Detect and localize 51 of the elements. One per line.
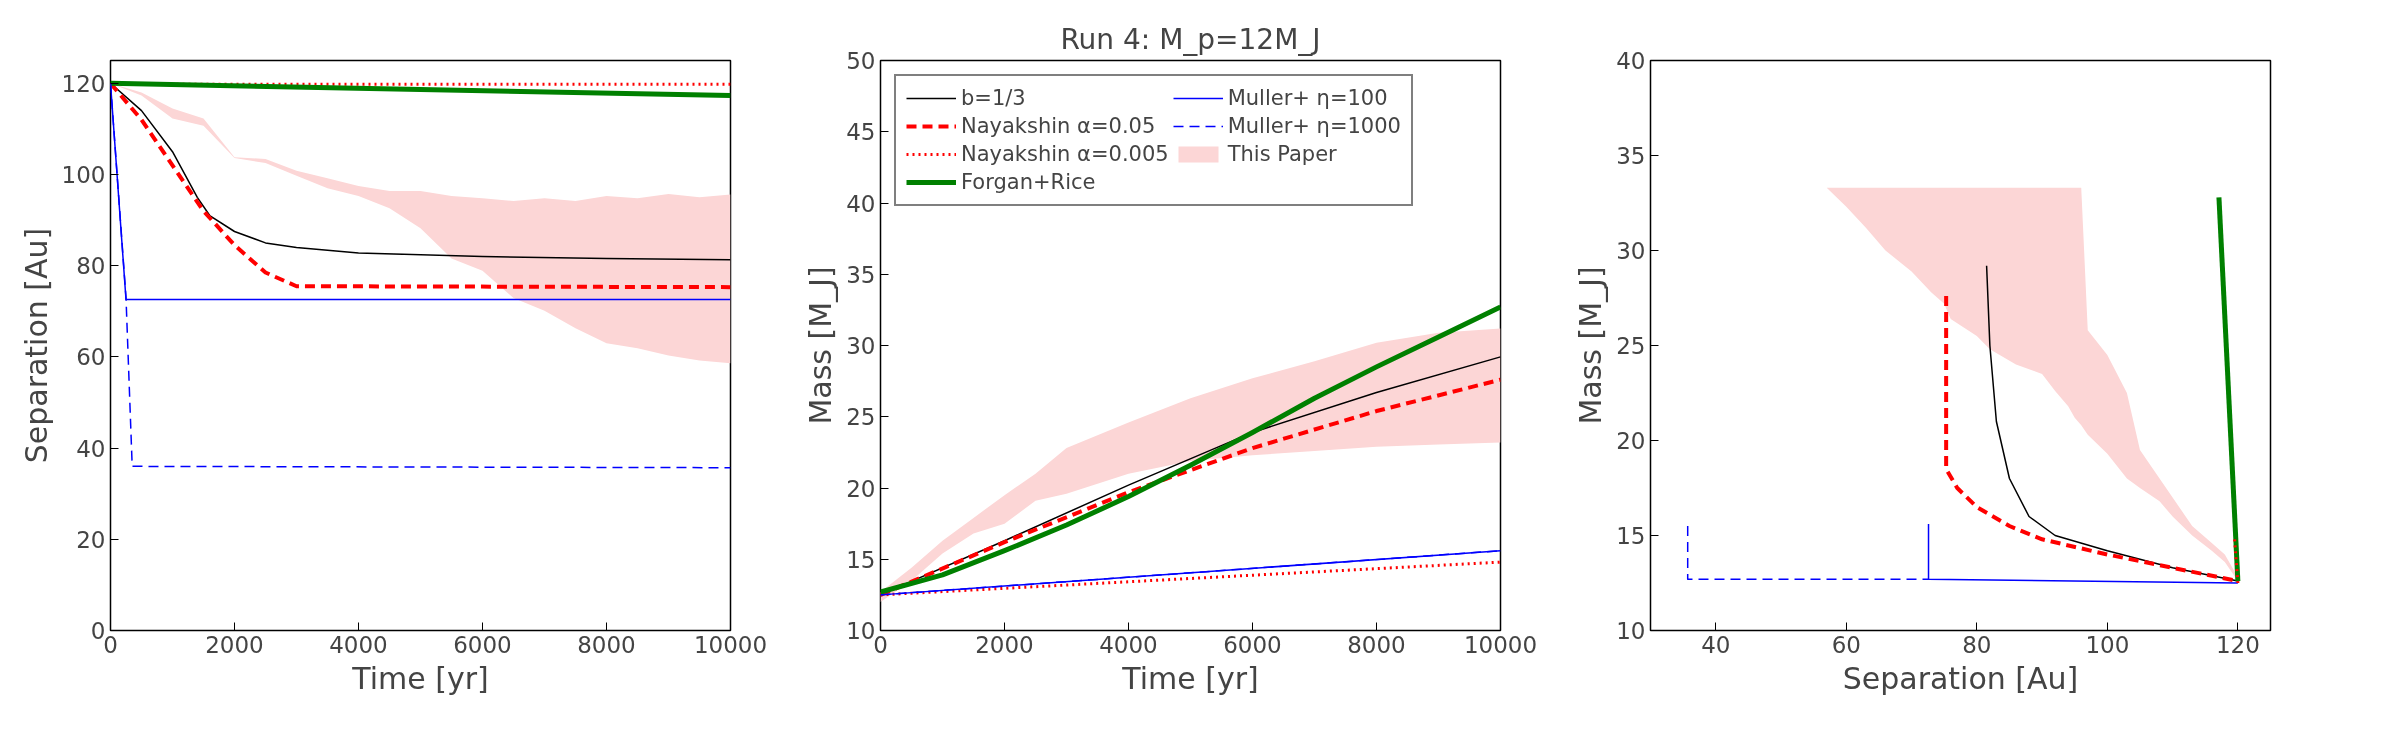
x-tick-label: 10000	[1463, 631, 1538, 658]
y-tick-label: 40	[1616, 48, 1646, 74]
x-axis-title: Time [yr]	[1121, 660, 1259, 696]
y-tick-label: 15	[1616, 523, 1646, 549]
x-tick-label: 60	[1831, 631, 1861, 658]
x-tick-label: 2000	[975, 631, 1034, 658]
x-tick-label: 100	[2085, 631, 2130, 658]
y-tick-label: 25	[846, 404, 876, 431]
x-tick-label: 8000	[577, 631, 636, 658]
legend-label: Forgan+Rice	[961, 170, 1096, 194]
y-tick-label: 25	[1616, 333, 1646, 359]
y-tick-label: 10	[846, 618, 876, 644]
legend-label: Muller+ η=1000	[1227, 114, 1401, 138]
x-tick-label: 40	[1701, 631, 1731, 658]
y-tick-label: 35	[846, 261, 876, 288]
y-tick-label: 40	[846, 190, 876, 217]
y-tick-label: 40	[76, 435, 106, 462]
x-tick-label: 4000	[329, 631, 388, 658]
y-tick-label: 50	[846, 48, 876, 74]
y-tick-label: 10	[1616, 618, 1646, 644]
y-axis-title: Separation [Au]	[18, 227, 54, 464]
y-tick-label: 100	[61, 162, 106, 188]
y-axis-title: Mass [M_J]	[803, 266, 839, 425]
y-tick-label: 20	[76, 526, 106, 553]
x-axis-title: Time [yr]	[351, 660, 489, 696]
x-tick-label: 120	[2215, 631, 2260, 658]
x-tick-label: 4000	[1099, 631, 1158, 658]
chart-title: Run 4: M_p=12M_J	[1060, 22, 1321, 56]
legend-label: This Paper	[1227, 142, 1337, 166]
x-tick-label: 80	[1962, 631, 1992, 658]
x-tick-label: 8000	[1347, 631, 1406, 658]
legend-label: Nayakshin α=0.005	[961, 142, 1169, 166]
y-tick-label: 35	[1616, 143, 1646, 169]
legend-label: b=1/3	[961, 86, 1026, 110]
y-tick-label: 120	[61, 70, 106, 97]
y-tick-label: 20	[846, 475, 876, 502]
y-tick-label: 45	[846, 119, 876, 146]
y-tick-label: 30	[1616, 238, 1646, 264]
y-axis-title: Mass [M_J]	[1573, 266, 1609, 425]
legend-label: Nayakshin α=0.05	[961, 114, 1156, 138]
y-tick-label: 30	[846, 333, 876, 359]
x-tick-label: 6000	[453, 631, 512, 658]
x-tick-label: 2000	[205, 631, 264, 658]
x-tick-label: 6000	[1223, 631, 1282, 658]
x-axis-title: Separation [Au]	[1842, 660, 2079, 696]
y-tick-label: 80	[76, 253, 106, 280]
y-tick-label: 20	[1616, 428, 1646, 454]
y-tick-label: 60	[76, 344, 106, 371]
y-tick-label: 15	[846, 546, 876, 573]
legend-label: Muller+ η=100	[1227, 86, 1388, 110]
x-tick-label: 10000	[693, 631, 768, 658]
